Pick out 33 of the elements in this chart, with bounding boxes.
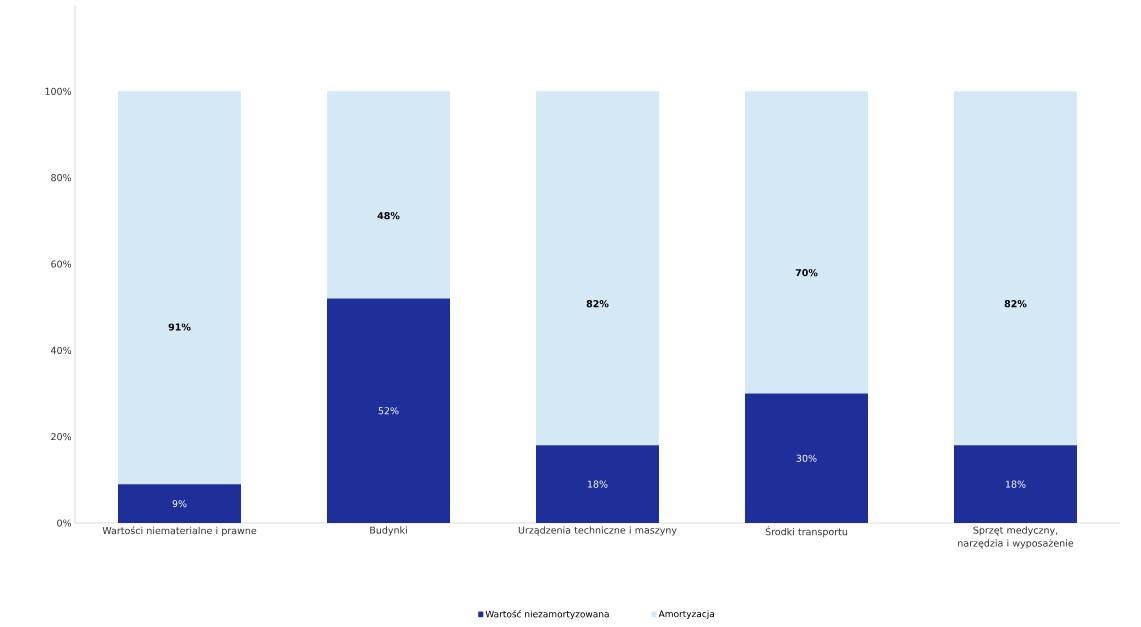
bar xyxy=(535,91,659,446)
bar xyxy=(327,298,450,523)
y-tick-label: 80% xyxy=(51,174,72,182)
data-label: 82% xyxy=(1004,300,1027,308)
x-tick-label: Urządzenia techniczne i maszyny xyxy=(518,526,677,536)
x-tick-label: Budynki xyxy=(370,526,407,536)
legend-label: Amortyzacja xyxy=(658,610,714,619)
legend-label: Wartość niezamortyzowana xyxy=(485,610,609,620)
data-label: 70% xyxy=(795,269,818,277)
data-label: 48% xyxy=(377,212,400,220)
data-label: 91% xyxy=(168,323,191,331)
bar xyxy=(744,91,868,394)
y-tick-label: 60% xyxy=(51,260,72,268)
data-label: 18% xyxy=(1005,480,1026,488)
x-tick-label: Wartości niematerialne i prawne xyxy=(102,526,257,536)
data-label: 52% xyxy=(378,407,399,415)
y-tick-label: 0% xyxy=(57,519,72,527)
bar xyxy=(744,393,868,523)
data-label: 9% xyxy=(172,499,187,508)
bar xyxy=(327,91,450,299)
y-tick-label: 40% xyxy=(50,346,72,354)
bar xyxy=(953,445,1077,523)
x-tick-label: Środki transportu xyxy=(765,526,848,538)
data-label: 82% xyxy=(586,300,609,308)
y-tick-label: 20% xyxy=(51,433,72,441)
data-label: 30% xyxy=(796,454,817,462)
bar xyxy=(953,91,1077,446)
bar xyxy=(535,445,659,523)
y-tick-label: 100% xyxy=(45,87,72,95)
bar xyxy=(118,91,241,485)
x-tick-label: Sprzęt medyczny, narzędzia i wyposażenie xyxy=(958,526,1074,549)
data-label: 18% xyxy=(587,480,608,488)
bar xyxy=(118,484,241,523)
